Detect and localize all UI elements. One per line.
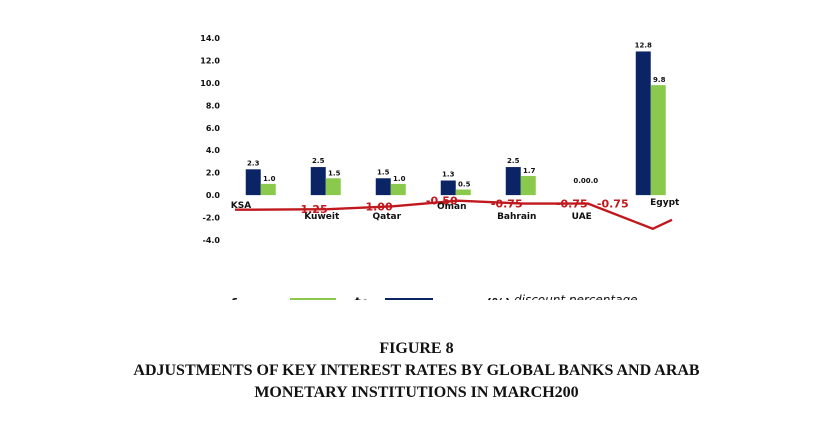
- bar-value-label-from: 0.5: [458, 181, 471, 189]
- discount-line-path: [235, 199, 673, 230]
- y-tick-label: 4.0: [206, 146, 221, 155]
- bar-to: [245, 169, 261, 196]
- figure-caption-line-1: ADJUSTMENTS OF KEY INTEREST RATES BY GLO…: [133, 362, 700, 379]
- bar-value-label-to: 2.5: [507, 157, 520, 165]
- legend-swatch-to: [385, 298, 433, 310]
- data-labels: 2.31.02.51.5 1.51.01.30.52.51.70.00.012.8…: [247, 41, 666, 188]
- discount-label: -1.00: [361, 200, 393, 213]
- y-tick-label: 2.0: [206, 169, 221, 178]
- bar-from: [650, 85, 666, 196]
- bars: [245, 51, 666, 196]
- y-tick-label: 12.0: [200, 56, 220, 65]
- bar-value-label-from: 1.5: [328, 169, 341, 177]
- category-label: Oman: [437, 202, 467, 212]
- bar-value-label-from: 9.8: [653, 76, 666, 84]
- y-tick-label: 14.0: [200, 34, 220, 43]
- y-tick-label: 0.0: [206, 191, 221, 200]
- category-label: KSA: [231, 201, 251, 211]
- category-label: Qatar: [372, 212, 401, 222]
- bar-from: [260, 183, 276, 196]
- chart-svg: 14.0 12.0 10.0 8.0 6.0 4.0 2.0 0.0 -2.0 -4.0 -1.2…: [200, 34, 680, 312]
- figure-caption-line-2: MONETARY INSTITUTIONS IN MARCH200: [254, 384, 579, 401]
- bar-value-label-from: 1.0: [263, 175, 276, 183]
- category-label: Egypt: [650, 198, 680, 208]
- category-labels: KSA Kuweit Qatar Oman Bahrain UAE Egypt: [231, 198, 680, 222]
- bar-value-label-to: 12.8: [635, 41, 652, 49]
- legend-label-discount-unit: (%): [486, 297, 511, 300]
- discount-label: -0.50: [426, 195, 458, 208]
- bar-from: [390, 183, 406, 196]
- legend: from to (%)discount percentage: [230, 293, 637, 312]
- bar-value-label-zero: 0.00.0: [573, 177, 598, 185]
- discount-label: -0.75: [556, 198, 588, 211]
- y-tick-label: 8.0: [206, 101, 221, 110]
- bar-to: [440, 180, 456, 196]
- legend-swatch-from: [290, 298, 336, 310]
- y-tick-label: 10.0: [200, 79, 220, 88]
- bar-from: [520, 176, 536, 196]
- bar-from: [325, 178, 341, 196]
- bar-to: [310, 167, 326, 196]
- bar-value-label-from: 1.0: [393, 175, 406, 183]
- legend-label-to: to: [354, 296, 369, 300]
- y-axis: 14.0 12.0 10.0 8.0 6.0 4.0 2.0 0.0 -2.0 -4.0: [200, 34, 220, 245]
- bar-value-label-to: 2.5: [312, 157, 325, 165]
- discount-label: -0.75: [491, 198, 523, 211]
- bar-to: [635, 51, 651, 196]
- category-label: Kuweit: [304, 212, 340, 222]
- legend-label-discount: discount percentage: [514, 293, 637, 300]
- discount-label: -1.25: [296, 203, 328, 216]
- y-tick-label: -2.0: [203, 214, 221, 223]
- discount-line: -1.25 -1.00 -0.50 -0.75 -0.75 -0.75: [235, 195, 673, 230]
- legend-label-from: from: [230, 297, 265, 300]
- bar-to: [375, 178, 391, 196]
- discount-label: -0.75: [597, 198, 629, 211]
- figure-number: FIGURE 8: [379, 340, 454, 357]
- bar-from: [455, 189, 471, 196]
- chart: 14.0 12.0 10.0 8.0 6.0 4.0 2.0 0.0 -2.0 -4.0 -1.2…: [200, 34, 680, 312]
- y-tick-label: -4.0: [203, 236, 221, 245]
- category-label: UAE: [572, 212, 592, 222]
- bar-to: [505, 167, 521, 196]
- bar-value-label-to: 2.3: [247, 159, 260, 167]
- bar-value-label-to: 1.5: [377, 168, 390, 176]
- bar-value-label-to: 1.3: [442, 171, 455, 179]
- y-tick-label: 6.0: [206, 124, 221, 133]
- bar-value-label-from: 1.7: [523, 167, 536, 175]
- category-label: Bahrain: [497, 212, 536, 222]
